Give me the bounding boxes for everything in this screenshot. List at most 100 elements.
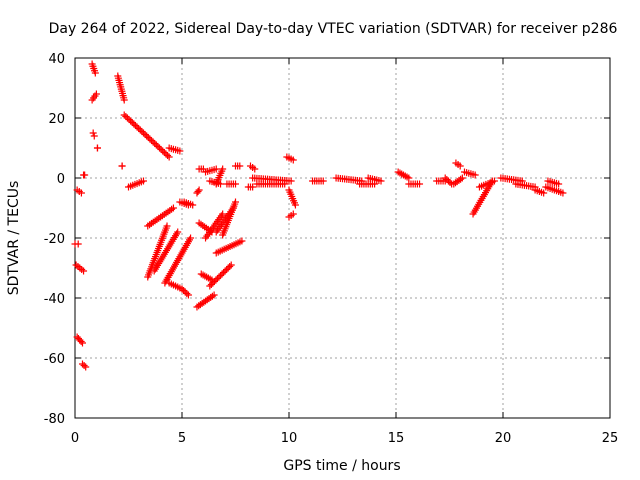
y-tick-label: -20 [44, 232, 65, 247]
data-point [210, 278, 218, 285]
data-point [456, 162, 464, 170]
data-point [162, 150, 170, 158]
data-point [169, 204, 177, 212]
data-point [90, 132, 98, 140]
data-point [81, 171, 89, 179]
data-point [178, 285, 186, 293]
data-point [165, 153, 173, 161]
data-point [232, 198, 239, 206]
data-point [136, 126, 144, 134]
data-point [212, 276, 220, 284]
data-point [180, 287, 188, 294]
data-point [319, 177, 327, 185]
x-tick-label: 0 [71, 431, 79, 446]
y-axis-label: SDTVAR / TECUs [6, 181, 22, 296]
data-point [120, 96, 128, 104]
y-tick-label: 0 [57, 172, 65, 187]
data-point [212, 165, 220, 173]
data-point [118, 162, 126, 170]
data-point [210, 291, 218, 299]
data-point [287, 177, 295, 185]
data-point [93, 144, 101, 152]
y-tick-label: 20 [48, 112, 65, 127]
data-point [249, 183, 257, 191]
data-point [238, 237, 246, 245]
data-point [377, 177, 385, 185]
data-point [128, 119, 136, 126]
data-point [123, 114, 131, 122]
data-point [540, 189, 548, 197]
data-point [219, 210, 227, 218]
y-tick-label: -40 [44, 292, 65, 307]
data-point [213, 275, 221, 282]
data-point [152, 141, 160, 149]
data-point [223, 266, 231, 273]
data-point [220, 269, 228, 276]
data-point [159, 147, 167, 155]
data-point [160, 149, 168, 156]
data-point [163, 222, 171, 230]
data-point [91, 69, 99, 77]
data-point [77, 338, 85, 345]
data-point [82, 363, 90, 371]
data-point [217, 272, 225, 279]
data-point [80, 267, 88, 275]
data-point [458, 174, 466, 182]
data-point [559, 189, 567, 197]
data-point [144, 134, 152, 141]
data-point [138, 128, 146, 135]
data-point [80, 362, 88, 369]
data-point [281, 180, 289, 188]
data-point [89, 129, 97, 137]
data-point [441, 174, 449, 182]
data-point [183, 290, 191, 297]
data-point [490, 177, 498, 185]
data-point [206, 282, 214, 290]
data-point [416, 180, 424, 188]
data-point [443, 176, 451, 183]
data-point [122, 113, 130, 120]
data-point [131, 122, 139, 129]
grid [75, 58, 610, 418]
data-point [444, 177, 452, 185]
data-point [218, 270, 226, 278]
x-axis-label: GPS time / hours [283, 458, 400, 474]
data-point [143, 132, 151, 140]
y-tick-label: -80 [44, 412, 65, 427]
data-point [176, 147, 184, 155]
data-point [148, 137, 156, 144]
data-point [291, 201, 299, 209]
x-tick-label: 10 [281, 431, 298, 446]
data-point [221, 267, 229, 275]
data-point [471, 171, 479, 179]
data-point [236, 162, 244, 170]
data-point [120, 111, 128, 119]
data-point [189, 201, 197, 209]
data-point [184, 291, 192, 299]
data-point [157, 146, 165, 153]
data-points [71, 60, 567, 371]
data-point [135, 125, 143, 132]
data-point [139, 129, 147, 137]
y-tick-label: -60 [44, 352, 65, 367]
data-point [139, 177, 147, 185]
x-tick-label: 25 [602, 431, 619, 446]
data-point [74, 240, 82, 248]
data-point [78, 339, 86, 347]
chart-title: Day 264 of 2022, Sidereal Day-to-day VTE… [49, 21, 618, 37]
data-point [77, 189, 85, 197]
data-point [181, 288, 189, 296]
data-point [457, 175, 465, 183]
data-point [78, 360, 86, 368]
data-point [92, 90, 100, 98]
data-point [207, 281, 215, 288]
data-point [209, 279, 217, 287]
data-point [195, 186, 203, 194]
data-point [405, 174, 413, 182]
data-point [555, 180, 563, 188]
data-point [289, 210, 297, 218]
data-point [289, 156, 297, 164]
data-point [226, 263, 234, 270]
y-tick-label: 40 [48, 52, 65, 67]
